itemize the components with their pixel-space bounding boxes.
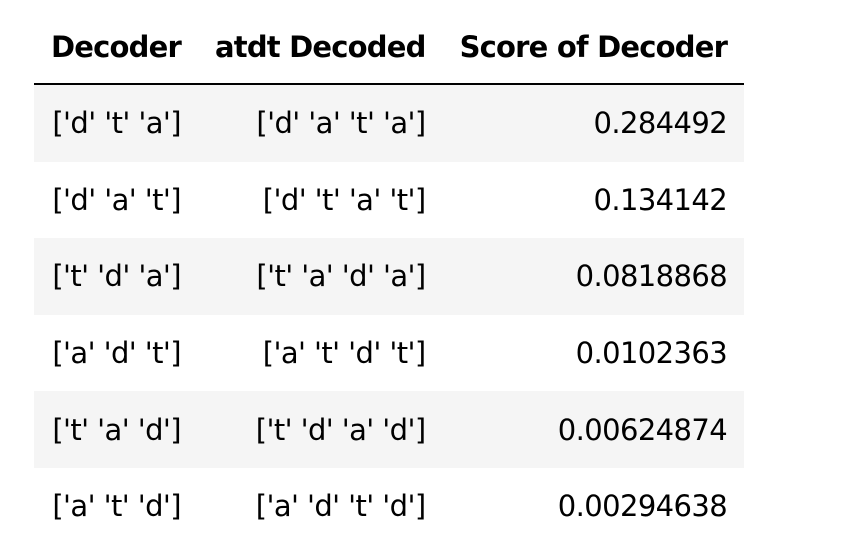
table-row: ['d' 'a' 't'] ['d' 't' 'a' 't'] 0.134142 <box>34 161 745 239</box>
cell-score: 0.0818868 <box>442 238 745 315</box>
table-header: Decoder atdt Decoded Score of Decoder <box>34 10 745 85</box>
cell-score: 0.284492 <box>442 84 745 162</box>
cell-atdt-decoded: ['t' 'd' 'a' 'd'] <box>197 391 443 468</box>
table-row: ['a' 'd' 't'] ['a' 't' 'd' 't'] 0.010236… <box>34 314 745 392</box>
cell-decoder: ['d' 'a' 't'] <box>34 161 198 239</box>
cell-decoder: ['d' 't' 'a'] <box>34 84 198 162</box>
results-table: Decoder atdt Decoded Score of Decoder ['… <box>34 10 745 535</box>
cell-atdt-decoded: ['d' 't' 'a' 't'] <box>197 161 443 239</box>
header-row: Decoder atdt Decoded Score of Decoder <box>34 10 745 85</box>
cell-score: 0.134142 <box>442 161 745 239</box>
table-row: ['a' 't' 'd'] ['a' 'd' 't' 'd'] 0.002946… <box>34 467 745 535</box>
cell-decoder: ['t' 'd' 'a'] <box>34 238 198 315</box>
table-row: ['d' 't' 'a'] ['d' 'a' 't' 'a'] 0.284492 <box>34 84 745 162</box>
cell-atdt-decoded: ['a' 't' 'd' 't'] <box>197 314 443 392</box>
cell-score: 0.00294638 <box>442 467 745 535</box>
header-atdt-decoded: atdt Decoded <box>197 10 443 85</box>
table-body: ['d' 't' 'a'] ['d' 'a' 't' 'a'] 0.284492… <box>34 84 745 535</box>
header-decoder: Decoder <box>34 10 198 85</box>
table-row: ['t' 'd' 'a'] ['t' 'a' 'd' 'a'] 0.081886… <box>34 238 745 315</box>
cell-decoder: ['a' 'd' 't'] <box>34 314 198 392</box>
cell-score: 0.0102363 <box>442 314 745 392</box>
cell-atdt-decoded: ['a' 'd' 't' 'd'] <box>197 467 443 535</box>
cell-atdt-decoded: ['t' 'a' 'd' 'a'] <box>197 238 443 315</box>
cell-atdt-decoded: ['d' 'a' 't' 'a'] <box>197 84 443 162</box>
header-score-of-decoder: Score of Decoder <box>442 10 745 85</box>
cell-score: 0.00624874 <box>442 391 745 468</box>
cell-decoder: ['a' 't' 'd'] <box>34 467 198 535</box>
cell-decoder: ['t' 'a' 'd'] <box>34 391 198 468</box>
table-row: ['t' 'a' 'd'] ['t' 'd' 'a' 'd'] 0.006248… <box>34 391 745 468</box>
